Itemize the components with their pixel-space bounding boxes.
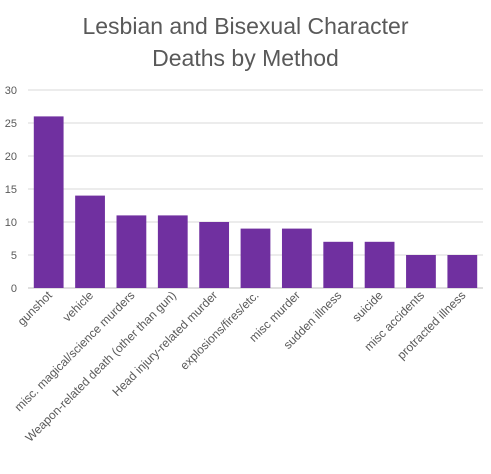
y-tick-label: 20 (5, 151, 17, 163)
y-tick-label: 0 (11, 283, 17, 295)
x-tick-label: suicide (349, 288, 386, 325)
bar (33, 116, 64, 289)
bar (116, 215, 147, 288)
chart-title-line-2: Deaths by Method (152, 45, 339, 71)
bar (240, 228, 271, 288)
bar (75, 195, 105, 288)
y-tick-label: 10 (5, 217, 17, 229)
x-tick-label: Weapon-related death (other than gun) (22, 288, 178, 444)
y-tick-label: 30 (5, 85, 17, 97)
bar (157, 215, 188, 288)
bar (406, 255, 436, 288)
bar (364, 241, 395, 288)
bar (447, 255, 478, 288)
y-tick-label: 5 (11, 250, 17, 262)
y-tick-label: 25 (5, 118, 17, 130)
y-tick-label: 15 (5, 184, 17, 196)
chart-title-line-1: Lesbian and Bisexual Character (82, 13, 409, 39)
bar (323, 241, 354, 288)
x-tick-label: explosions/fires/etc. (177, 288, 261, 372)
bar (281, 228, 312, 288)
bar (199, 222, 230, 288)
x-tick-label: gunshot (15, 288, 56, 329)
x-tick-label: vehicle (60, 288, 97, 325)
